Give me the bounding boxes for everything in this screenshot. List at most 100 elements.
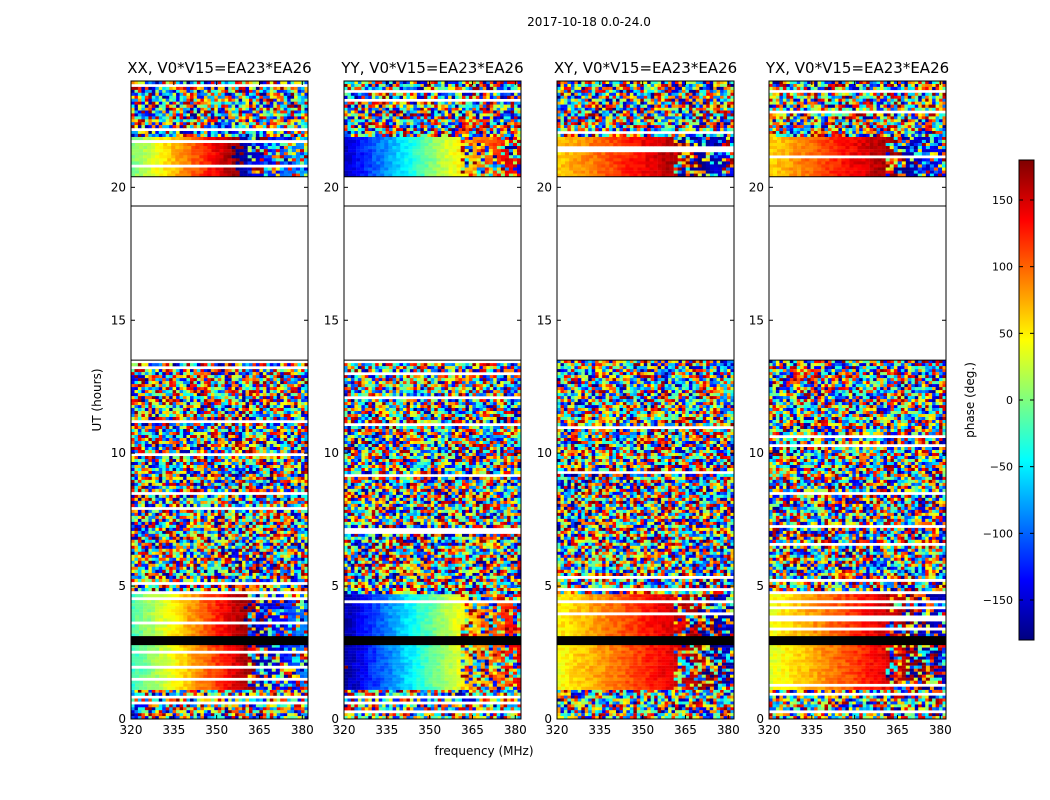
- heatmap-cell: [220, 675, 224, 678]
- heatmap-cell: [179, 684, 183, 687]
- heatmap-cell: [141, 576, 145, 579]
- heatmap-cell: [260, 669, 264, 672]
- heatmap-cell: [232, 585, 236, 588]
- heatmap-cell: [171, 669, 175, 672]
- heatmap-cell: [228, 615, 232, 618]
- heatmap-cell: [143, 603, 147, 606]
- heatmap-cell: [131, 363, 135, 366]
- heatmap-cell: [135, 624, 139, 627]
- heatmap-cell: [175, 681, 179, 684]
- heatmap-cell: [244, 600, 248, 603]
- heatmap-cell: [236, 606, 240, 609]
- heatmap-cell: [163, 594, 167, 597]
- heatmap-cell: [248, 628, 252, 631]
- heatmap-cell: [256, 687, 260, 690]
- heatmap-cell: [216, 618, 220, 621]
- heatmap-cell: [171, 624, 175, 627]
- heatmap-cell: [212, 615, 216, 618]
- heatmap-cell: [155, 576, 159, 579]
- heatmap-cell: [207, 660, 211, 663]
- heatmap-cell: [260, 660, 264, 663]
- heatmap-cell: [199, 628, 203, 631]
- heatmap-cell: [270, 693, 274, 696]
- heatmap-cell: [236, 631, 240, 634]
- heatmap-cell: [155, 687, 159, 690]
- heatmap-cell: [145, 585, 149, 588]
- heatmap-cell: [141, 573, 145, 576]
- heatmap-cell: [195, 628, 199, 631]
- heatmap-cell: [135, 369, 139, 372]
- heatmap-cell: [235, 699, 239, 702]
- heatmap-cell: [256, 369, 260, 372]
- heatmap-cell: [173, 588, 177, 591]
- heatmap-cell: [235, 372, 239, 375]
- heatmap-cell: [162, 588, 166, 591]
- heatmap-cell: [138, 713, 142, 716]
- heatmap-cell: [301, 707, 305, 710]
- heatmap-cell: [195, 645, 199, 648]
- heatmap-cell: [131, 660, 135, 663]
- heatmap-cell: [270, 588, 274, 591]
- heatmap-cell: [280, 690, 284, 693]
- heatmap-cell: [147, 657, 151, 660]
- heatmap-cell: [171, 663, 175, 666]
- heatmap-cell: [221, 369, 225, 372]
- heatmap-cell: [183, 699, 187, 702]
- heatmap-cell: [220, 687, 224, 690]
- heatmap-cell: [268, 606, 272, 609]
- heatmap-cell: [292, 681, 296, 684]
- heatmap-cell: [216, 672, 220, 675]
- heatmap-cell: [225, 579, 229, 582]
- heatmap-cell: [301, 372, 305, 375]
- heatmap-cell: [163, 687, 167, 690]
- heatmap-cell: [287, 369, 291, 372]
- heatmap-cell: [292, 594, 296, 597]
- heatmap-cell: [280, 372, 284, 375]
- heatmap-cell: [216, 681, 220, 684]
- heatmap-cell: [200, 704, 204, 707]
- heatmap-cell: [183, 573, 187, 576]
- heatmap-cell: [214, 579, 218, 582]
- heatmap-cell: [176, 588, 180, 591]
- heatmap-cell: [203, 628, 207, 631]
- heatmap-cell: [288, 615, 292, 618]
- heatmap-cell: [162, 369, 166, 372]
- heatmap-cell: [221, 585, 225, 588]
- heatmap-cell: [203, 645, 207, 648]
- heatmap-cell: [248, 657, 252, 660]
- heatmap-cell: [296, 594, 300, 597]
- heatmap-cell: [263, 576, 267, 579]
- heatmap-cell: [228, 672, 232, 675]
- heatmap-cell: [173, 699, 177, 702]
- heatmap-cell: [264, 657, 268, 660]
- heatmap-cell: [276, 618, 280, 621]
- heatmap-cell: [240, 663, 244, 666]
- heatmap-cell: [179, 594, 183, 597]
- heatmap-cell: [296, 648, 300, 651]
- heatmap-cell: [280, 648, 284, 651]
- heatmap-cell: [276, 624, 280, 627]
- heatmap-cell: [200, 690, 204, 693]
- heatmap-cell: [252, 669, 256, 672]
- heatmap-cell: [260, 612, 264, 615]
- heatmap-cell: [145, 690, 149, 693]
- heatmap-cell: [211, 713, 215, 716]
- heatmap-cell: [166, 704, 170, 707]
- heatmap-cell: [240, 600, 244, 603]
- heatmap-cell: [288, 600, 292, 603]
- heatmap-cell: [244, 660, 248, 663]
- heatmap-cell: [187, 663, 191, 666]
- heatmap-cell: [135, 576, 139, 579]
- heatmap-cell: [272, 645, 276, 648]
- heatmap-cell: [239, 710, 243, 713]
- heatmap-cell: [300, 684, 304, 687]
- heatmap-cell: [212, 687, 216, 690]
- heatmap-cell: [244, 615, 248, 618]
- heatmap-cell: [260, 606, 264, 609]
- heatmap-cell: [131, 663, 135, 666]
- heatmap-cell: [253, 693, 257, 696]
- heatmap-cell: [244, 654, 248, 657]
- heatmap-cell: [131, 687, 135, 690]
- heatmap-cell: [199, 606, 203, 609]
- heatmap-cell: [190, 573, 194, 576]
